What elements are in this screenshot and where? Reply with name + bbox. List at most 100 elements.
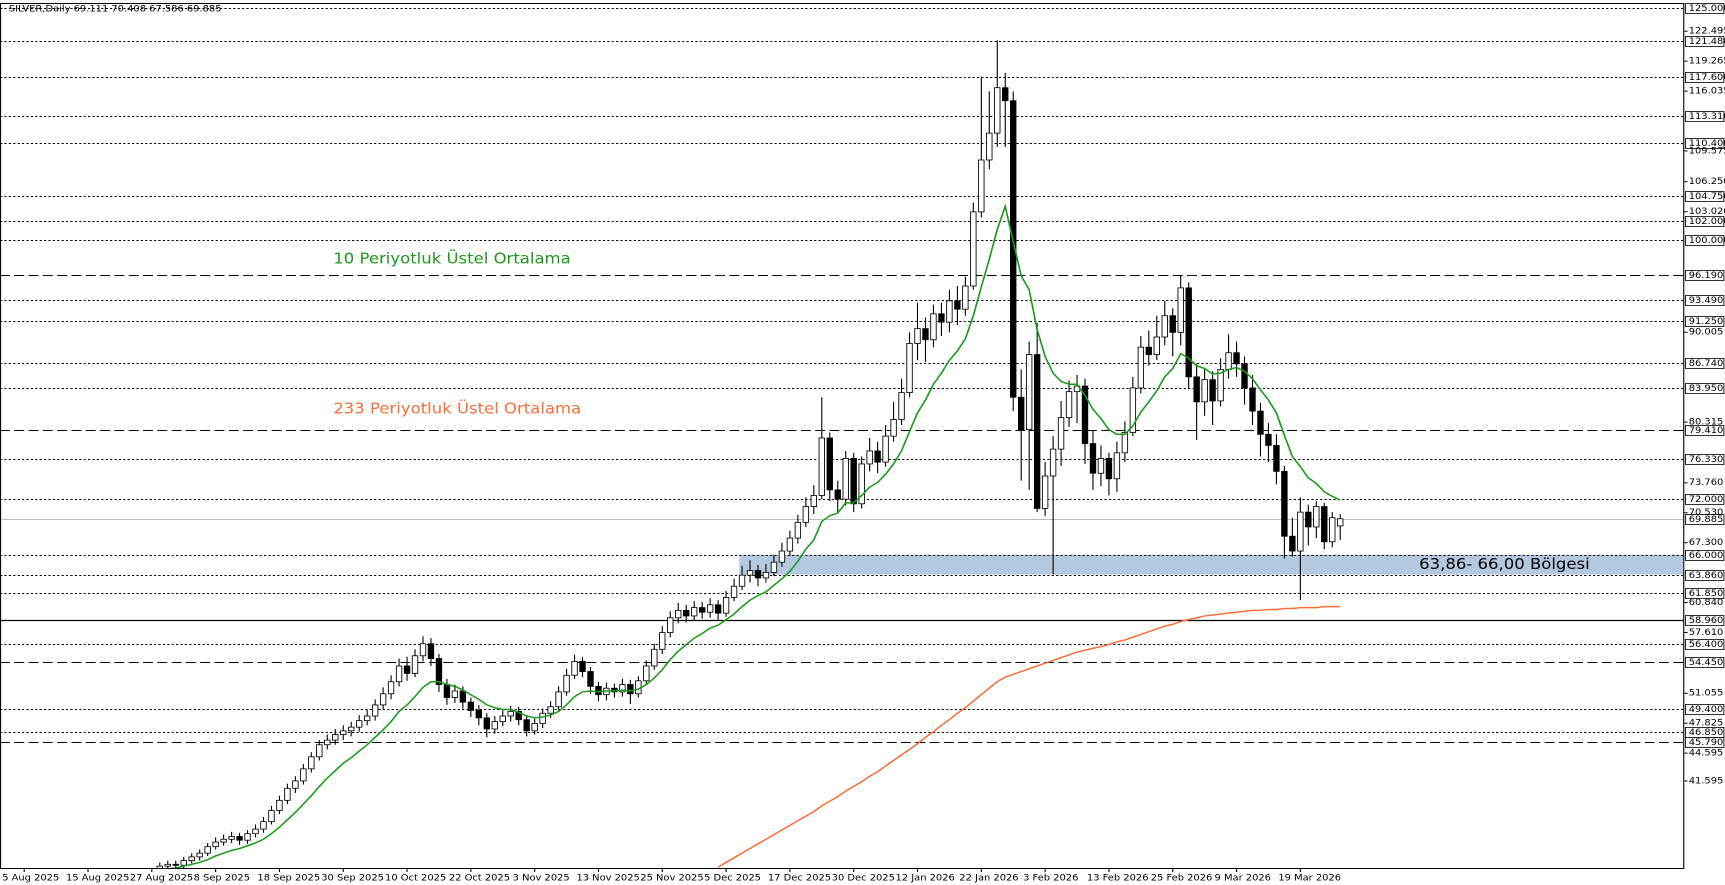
candle-body [220,838,227,843]
candle-body [874,450,881,463]
x-tick-label: 18 Sep 2025 [257,873,320,883]
candle-body [1121,432,1129,454]
level-label-box [1684,737,1725,748]
y-tick-label: 90.005 [1689,327,1724,337]
candle-body [659,632,666,650]
candle-body [786,537,794,552]
candle-body [683,609,690,617]
candle-body [754,570,762,579]
candle-body [1097,457,1105,474]
candle-body [826,437,833,491]
y-tick-label: 106.250 [1689,177,1725,187]
y-tick-label: 47.825 [1689,718,1724,728]
candle-body [1018,396,1025,431]
candle-body [515,710,522,721]
candle-body [1193,376,1200,403]
ema-line [717,605,1341,868]
candle-body [555,691,562,708]
level-label: 56.400 [1689,639,1724,649]
candle-body [403,665,411,674]
candle-body [379,693,387,706]
candle-body [850,457,857,505]
candle-body [1153,336,1160,355]
candle-body [738,574,746,587]
candle-body [1201,379,1208,403]
candle-body [1113,452,1121,480]
chart-title: SILVER,Daily 69.111 70.408 67.586 69.885 [9,4,222,14]
level-label-box [1684,270,1725,281]
candle-body [459,690,467,703]
candle-body [276,799,283,811]
candle-body [523,719,530,732]
candle-body [930,313,937,341]
x-tick-label: 3 Nov 2025 [513,873,570,883]
candle-body [499,715,506,722]
level-label-box [1684,514,1725,525]
candle-body [252,828,259,835]
level-label-box [1684,704,1725,715]
level-label-box [1684,191,1725,202]
candle-body [1297,511,1304,552]
candle-body [898,392,905,420]
level-label-box [1684,494,1725,505]
x-tick-label: 19 Mar 2026 [1278,873,1341,883]
candle-body [1313,506,1320,528]
y-tick-label: 122.495 [1689,26,1725,36]
level-label: 100.000 [1689,235,1725,245]
candle-body [292,780,299,789]
candle-body [1089,443,1097,474]
plot-area [1,8,1684,868]
x-tick-label: 9 Mar 2026 [1215,873,1271,883]
candle-body [1041,475,1049,509]
x-tick-label: 22 Oct 2025 [449,873,510,883]
candle-body [1010,100,1017,398]
candle-body [866,450,873,465]
level-label: 49.400 [1689,704,1724,714]
x-tick-label: 22 Jan 2026 [959,873,1018,883]
x-tick-label: 8 Sep 2025 [194,873,250,883]
level-label: 79.410 [1689,425,1724,435]
candle-body [1329,517,1336,543]
level-label-box [1684,36,1725,47]
candle-body [906,343,913,393]
candle-body [1281,470,1288,537]
candle-body [371,704,379,717]
level-label: 113.310 [1689,111,1725,121]
candle-body [698,607,706,613]
level-label: 121.480 [1689,36,1725,46]
candle-body [284,787,291,801]
candle-body [260,821,267,830]
candle-body [970,211,977,287]
candle-body [890,419,897,437]
candle-body [1049,448,1057,477]
candle-body [1161,315,1168,338]
y-tick-label: 41.595 [1689,776,1724,786]
candle-body [363,715,371,722]
candle-body [1233,352,1240,365]
candle-body [164,863,171,867]
candle-body [571,660,578,676]
level-label: 86.740 [1689,358,1724,368]
candle-body [946,300,953,323]
candle-body [730,585,738,598]
level-label: 104.750 [1689,191,1725,201]
candle-body [451,690,459,698]
level-label: 96.190 [1689,270,1724,280]
candle-body [340,730,347,735]
candle-body [1185,287,1192,378]
x-tick-label: 15 Aug 2025 [66,873,129,883]
candle-body [1257,410,1264,435]
y-tick-label: 51.055 [1689,688,1724,698]
candle-body [387,681,395,695]
candle-body [954,300,961,310]
candle-body [435,658,443,685]
candle-body [1217,369,1224,402]
level-label: 54.450 [1689,657,1724,667]
candle-body [810,495,818,507]
level-label: 76.330 [1689,454,1724,464]
candle-body [1321,506,1328,543]
candle-body [706,604,714,613]
x-tick-label: 17 Dec 2025 [768,873,831,883]
